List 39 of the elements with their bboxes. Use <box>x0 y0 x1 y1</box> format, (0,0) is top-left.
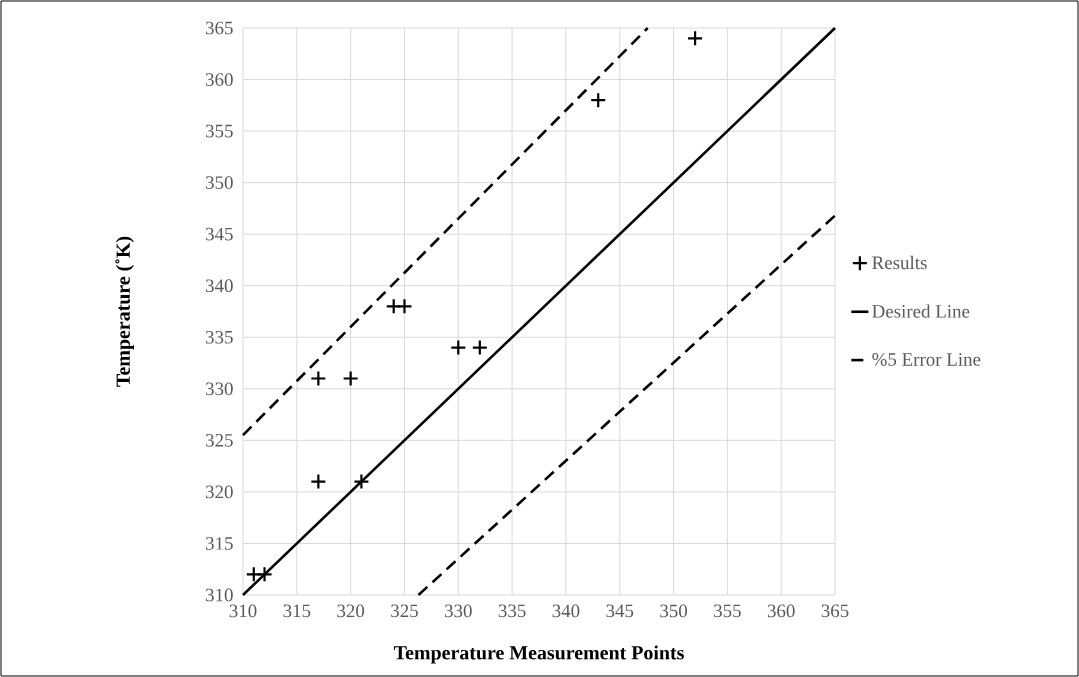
x-tick-label: 320 <box>337 604 365 618</box>
y-tick-label: 310 <box>206 588 233 602</box>
y-tick-label: 365 <box>206 21 233 35</box>
x-tick-label: 310 <box>229 604 257 618</box>
x-tick-label: 365 <box>821 604 849 618</box>
x-tick-label: 345 <box>606 604 634 618</box>
x-tick-label: 315 <box>283 604 311 618</box>
y-tick-label: 325 <box>206 433 233 447</box>
x-tick-label: 350 <box>660 604 688 618</box>
x-tick-label: 360 <box>767 604 795 618</box>
point <box>396 298 413 315</box>
point <box>590 92 607 109</box>
point <box>256 566 273 583</box>
x-tick-label: 340 <box>552 604 580 618</box>
y-tick-label: 315 <box>206 537 233 550</box>
legend-label: Desired Line <box>872 304 970 318</box>
point <box>353 473 370 490</box>
legend-label: %5 Error Line <box>872 353 981 366</box>
y-axis-title: Temperature (˚K) <box>115 236 134 387</box>
y-tick-label: 355 <box>206 124 233 138</box>
point <box>686 30 704 47</box>
y-tick-label: 350 <box>206 176 233 190</box>
point <box>342 370 359 387</box>
x-tick-label: 330 <box>444 604 472 618</box>
x-tick-label: 325 <box>391 604 418 618</box>
x-tick-label: 335 <box>498 604 526 618</box>
point <box>310 370 327 387</box>
legend-label: Results <box>872 255 927 270</box>
point <box>450 339 467 356</box>
point <box>471 339 488 356</box>
y-tick-label: 320 <box>206 485 233 499</box>
y-tick-label: 340 <box>206 279 233 293</box>
y-tick-label: 335 <box>206 330 233 344</box>
y-tick-label: 360 <box>206 73 233 86</box>
y-tick-label: 345 <box>206 227 233 241</box>
x-tick-label: 355 <box>714 604 741 618</box>
x-axis-title: Temperature Measurement Points <box>393 645 684 664</box>
y-tick-label: 330 <box>206 382 233 396</box>
point <box>310 473 327 490</box>
